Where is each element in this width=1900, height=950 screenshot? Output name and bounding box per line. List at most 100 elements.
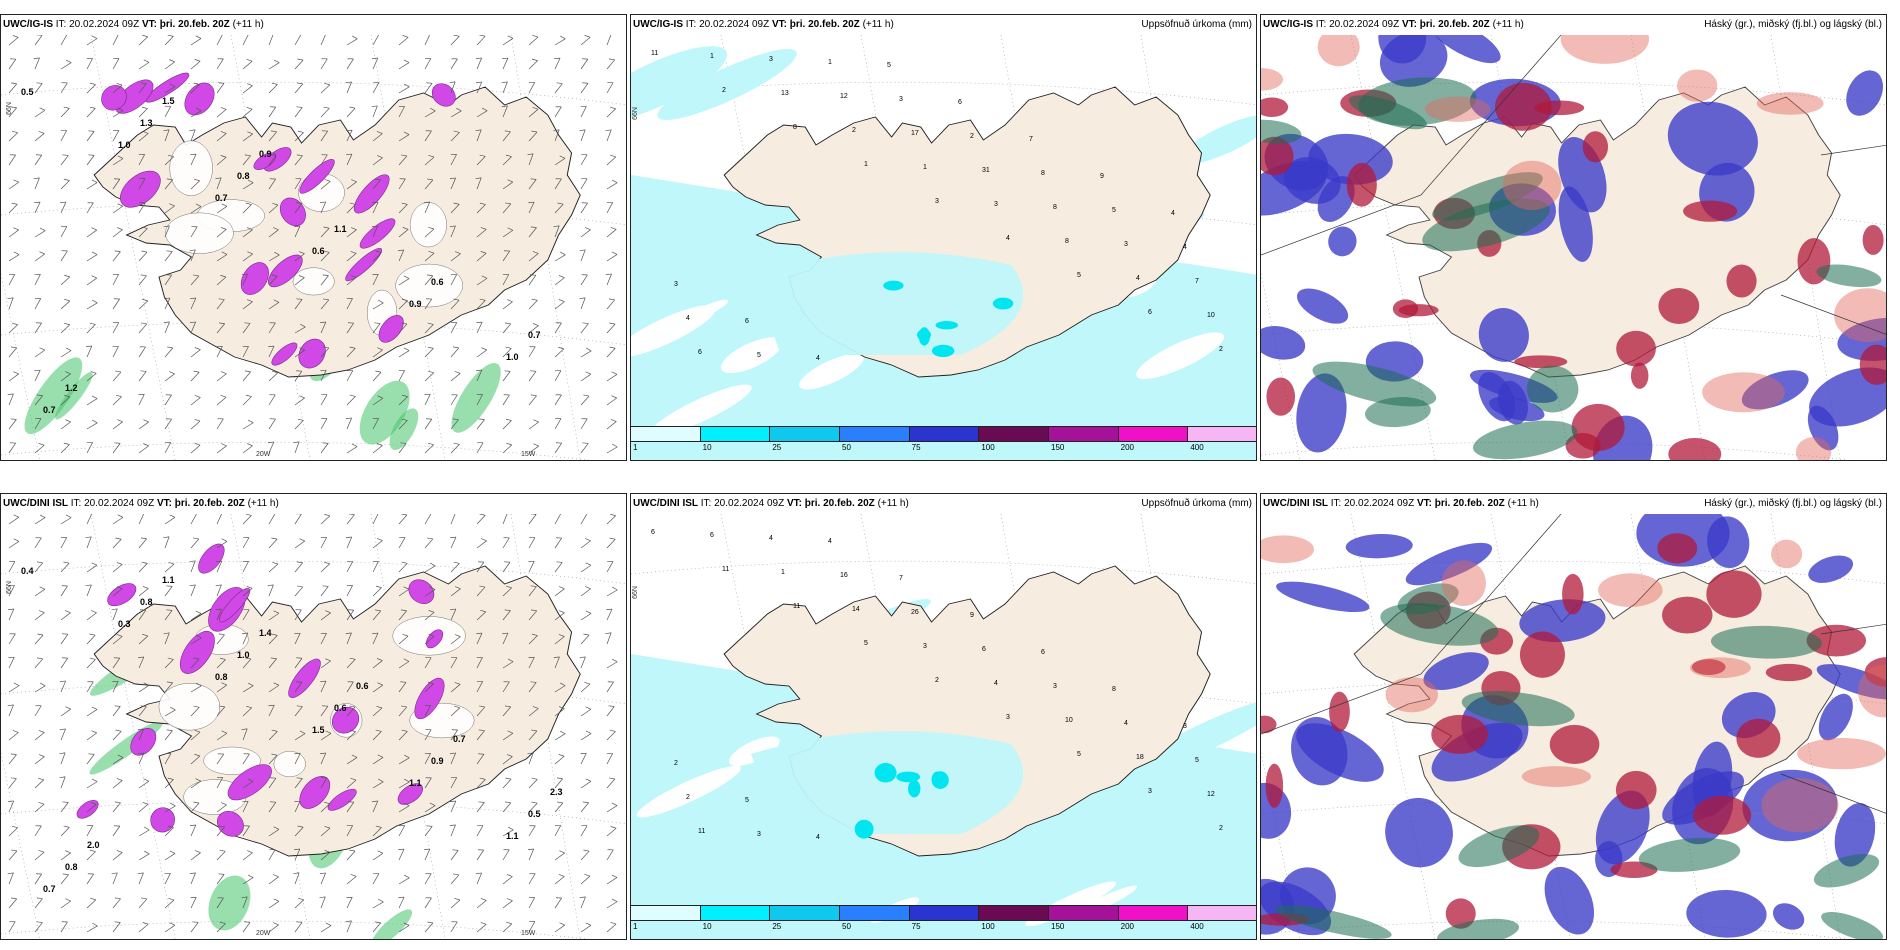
wind-contour-label: 0.7 xyxy=(528,330,541,340)
colorbar-swatch xyxy=(1118,906,1189,920)
panel-r1-cloud: UWC/IG-IS IT: 20.02.2024 09Z VT: þri. 20… xyxy=(1260,14,1887,461)
precip-value-label: 8 xyxy=(1112,686,1116,693)
wind-contour-label: 1.0 xyxy=(237,650,250,660)
panel-r2-precip: 6 11 11 5 2 3 5 3 2 6 1 14 3 4 10 18 12 11 4 16 26 6 3 4 5 2 3 4 7 9 6… xyxy=(630,493,1257,940)
wind-contour-label: 0.4 xyxy=(21,566,34,576)
vt-label: VT: xyxy=(1416,498,1432,509)
colorbar-swatch xyxy=(1049,427,1119,441)
it-label: IT: xyxy=(685,19,697,30)
longitude-label: 15W xyxy=(521,451,536,458)
forecast-offset: (+11 h) xyxy=(1492,19,1524,30)
wind-contour-label: 1.3 xyxy=(140,118,153,128)
model-name: UWC/IG-IS xyxy=(1263,19,1313,30)
precip-value-label: 4 xyxy=(1124,720,1128,727)
panel-field-label: Háský (gr.), miðský (fj.bl.) og lágský (… xyxy=(1704,498,1882,509)
precip-value-label: 7 xyxy=(1195,278,1199,285)
precip-value-label: 3 xyxy=(899,96,903,103)
precip-value-label: 6 xyxy=(651,529,655,536)
precip-value-label: 3 xyxy=(757,831,761,838)
colorbar-swatch xyxy=(770,427,841,441)
colorbar-swatch xyxy=(1118,427,1189,441)
r1-precip-colorbar: 1 10 25 50 75 100 150 200 400 xyxy=(631,426,1256,454)
colorbar-tick-label: 75 xyxy=(911,922,921,931)
precip-value-label: 3 xyxy=(1124,241,1128,248)
precip-value-label: 5 xyxy=(887,62,891,69)
r1-wind-precip-labels: 0.5 1.0 0.7 0.6 0.9 1.0 0.7 1.3 0.8 1.1 0.6 0.7 1.2 1… xyxy=(21,87,541,415)
precip-value-label: 4 xyxy=(828,538,832,545)
colorbar-tick-label: 100 xyxy=(981,443,995,452)
r1-wind-iceland-landmass xyxy=(93,86,581,378)
r1-wind-wind-barbs xyxy=(7,35,618,454)
precip-value-label: 3 xyxy=(1183,723,1187,730)
model-name: UWC/DINI ISL xyxy=(633,498,698,509)
precip-value-label: 4 xyxy=(1136,275,1140,282)
colorbar-tick-label: 1 xyxy=(633,922,638,931)
precip-value-label: 17 xyxy=(911,130,919,137)
vt-value: þri. 20.feb. 20Z xyxy=(174,498,245,509)
longitude-label: 20W xyxy=(256,451,271,458)
precip-value-label: 2 xyxy=(674,760,678,767)
precip-value-label: 16 xyxy=(840,572,848,579)
wind-contour-label: 1.5 xyxy=(312,725,325,735)
colorbar-tick-label: 100 xyxy=(981,922,995,931)
precip-value-label: 3 xyxy=(994,201,998,208)
r2-wind-map: 0.4 0.3 0.8 1.5 1.1 1.1 0.7 0.8 1.0 0.6 0.9 0.5 0.8 1… xyxy=(1,514,626,939)
panel-field-label: Uppsöfnuð úrkoma (mm) xyxy=(1141,498,1252,509)
colorbar-tick-label: 25 xyxy=(772,443,782,452)
precip-value-label: 3 xyxy=(674,281,678,288)
wind-contour-label: 0.5 xyxy=(21,87,34,97)
colorbar-tick-label: 150 xyxy=(1051,922,1065,931)
precip-value-label: 3 xyxy=(769,56,773,63)
precip-value-label: 5 xyxy=(745,797,749,804)
colorbar-tick-label: 75 xyxy=(911,443,921,452)
longitude-label: 20W xyxy=(256,930,271,937)
it-value: 20.02.2024 09Z xyxy=(1344,498,1415,509)
colorbar-swatch xyxy=(1049,906,1119,920)
forecast-offset: (+11 h) xyxy=(862,19,894,30)
precip-value-label: 6 xyxy=(982,646,986,653)
vt-value: þri. 20.feb. 20Z xyxy=(1419,19,1490,30)
it-value: 20.02.2024 09Z xyxy=(1329,19,1400,30)
wind-contour-label: 0.6 xyxy=(431,277,444,287)
latitude-label: 66N xyxy=(5,102,13,115)
wind-contour-label: 0.7 xyxy=(453,734,466,744)
vt-label: VT: xyxy=(786,498,802,509)
colorbar-tick-label: 200 xyxy=(1120,443,1135,452)
panel-field-label: Háský (gr.), miðský (fj.bl.) og lágský (… xyxy=(1704,19,1882,30)
r1-wind-magenta-snow xyxy=(101,72,456,369)
colorbar-tick-label: 10 xyxy=(702,443,712,452)
it-value: 20.02.2024 09Z xyxy=(714,498,785,509)
panel-title: UWC/DINI ISL IT: 20.02.2024 09Z VT: þri.… xyxy=(3,498,279,509)
panel-title: UWC/DINI ISL IT: 20.02.2024 09Z VT: þri.… xyxy=(1263,498,1539,509)
forecast-offset: (+11 h) xyxy=(1507,498,1539,509)
colorbar-tick-label: 25 xyxy=(772,922,782,931)
precip-value-label: 12 xyxy=(1207,791,1215,798)
precip-value-label: 4 xyxy=(769,535,773,542)
precip-value-label: 2 xyxy=(935,677,939,684)
r2-cloud-map xyxy=(1261,514,1886,939)
precip-value-label: 6 xyxy=(958,99,962,106)
wind-contour-label: 1.2 xyxy=(65,383,78,393)
it-value: 20.02.2024 09Z xyxy=(699,19,770,30)
precip-value-label: 3 xyxy=(1006,714,1010,721)
precip-value-label: 6 xyxy=(710,532,714,539)
wind-contour-label: 0.9 xyxy=(409,299,422,309)
it-label: IT: xyxy=(700,498,712,509)
precip-value-label: 8 xyxy=(1053,204,1057,211)
precip-value-label: 3 xyxy=(923,643,927,650)
colorbar-swatch xyxy=(631,906,701,920)
precip-value-label: 5 xyxy=(757,352,761,359)
precip-value-label: 11 xyxy=(651,50,658,57)
vt-label: VT: xyxy=(156,498,172,509)
r2-wind-magenta-snow xyxy=(76,543,445,837)
r1-wind-map: 0.5 1.0 0.7 0.6 0.9 1.0 0.7 1.3 0.8 1.1 0.6 0.7 1.2 1… xyxy=(1,35,626,460)
panel-title: UWC/IG-IS IT: 20.02.2024 09Z VT: þri. 20… xyxy=(1263,19,1524,30)
model-name: UWC/DINI ISL xyxy=(3,498,68,509)
wind-contour-label: 0.8 xyxy=(237,171,250,181)
precip-value-label: 5 xyxy=(1112,207,1116,214)
wind-contour-label: 1.0 xyxy=(118,140,131,150)
colorbar-tick-label: 150 xyxy=(1051,443,1065,452)
model-name: UWC/IG-IS xyxy=(633,19,683,30)
wind-contour-label: 0.8 xyxy=(140,597,153,607)
r2-precip-colorbar: 1 10 25 50 75 100 150 200 400 xyxy=(631,905,1256,933)
